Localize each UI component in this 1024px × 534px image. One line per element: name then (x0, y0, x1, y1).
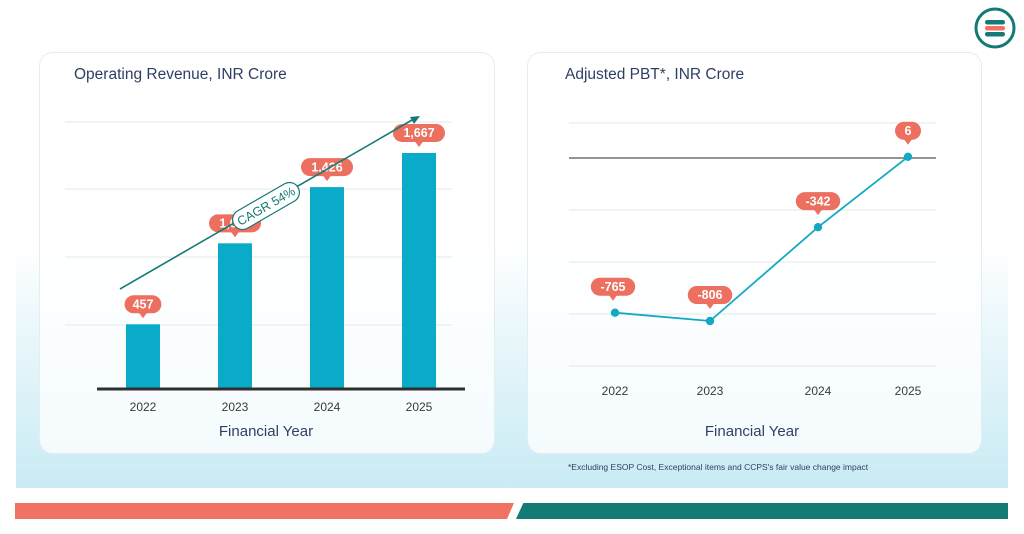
revenue-bar (126, 324, 160, 389)
revenue-bar (310, 187, 344, 389)
revenue-data-label: 1,667 (403, 126, 434, 140)
footnote: *Excluding ESOP Cost, Exceptional items … (568, 462, 869, 472)
cagr-arrowhead (410, 116, 420, 124)
pbt-data-label-pill (895, 121, 921, 140)
pbt-x-tick-label: 2023 (697, 384, 724, 398)
pbt-x-tick-label: 2025 (895, 384, 922, 398)
revenue-bar (218, 243, 252, 389)
pbt-card (527, 52, 982, 454)
revenue-data-label-pointer (323, 175, 331, 182)
pbt-data-label: -765 (600, 280, 625, 294)
footer-stripe-teal (516, 503, 1008, 519)
revenue-data-label-pill (301, 158, 353, 177)
revenue-data-label-pill (124, 295, 162, 314)
footer-stripe-red (15, 503, 514, 519)
pbt-x-tick-label: 2022 (602, 384, 629, 398)
pbt-x-tick-label: 2024 (805, 384, 832, 398)
pbt-data-label: -806 (697, 288, 722, 302)
pbt-data-label-pointer (706, 303, 714, 309)
pbt-point (610, 308, 620, 317)
pbt-data-label-pointer (904, 139, 912, 145)
revenue-data-label-pointer (139, 312, 147, 319)
revenue-bar (402, 152, 436, 389)
pbt-data-label-pill (687, 286, 733, 304)
revenue-data-label-pointer (415, 141, 423, 147)
revenue-x-tick-label: 2023 (222, 400, 249, 414)
pbt-data-label: 6 (905, 124, 912, 138)
pbt-series-line (614, 156, 909, 322)
revenue-x-tick-label: 2025 (406, 400, 433, 414)
revenue-data-label: 457 (133, 297, 154, 311)
pbt-x-axis-title: Financial Year (704, 423, 800, 440)
revenue-data-label-pill (393, 123, 445, 142)
revenue-x-tick-label: 2022 (130, 400, 157, 414)
pbt-point (903, 152, 913, 161)
pbt-chart-title: Adjusted PBT*, INR Crore (565, 66, 745, 83)
pbt-point (813, 222, 823, 232)
pbt-data-label: -342 (805, 194, 830, 208)
pbt-data-label-pointer (609, 295, 617, 301)
revenue-x-tick-label: 2024 (314, 400, 341, 414)
revenue-x-axis-title: Financial Year (218, 423, 314, 440)
pbt-point (705, 316, 715, 326)
cagr-badge (232, 181, 300, 231)
revenue-chart-title: Operating Revenue, INR Crore (74, 66, 287, 83)
brand-logo-icon (974, 7, 1016, 49)
revenue-data-label-pointer (231, 231, 239, 238)
pbt-data-label-pointer (814, 209, 822, 216)
pbt-data-label-pill (795, 192, 841, 211)
cagr-annotation: CAGR 54% (232, 181, 300, 231)
pbt-data-label-pill (590, 277, 636, 296)
